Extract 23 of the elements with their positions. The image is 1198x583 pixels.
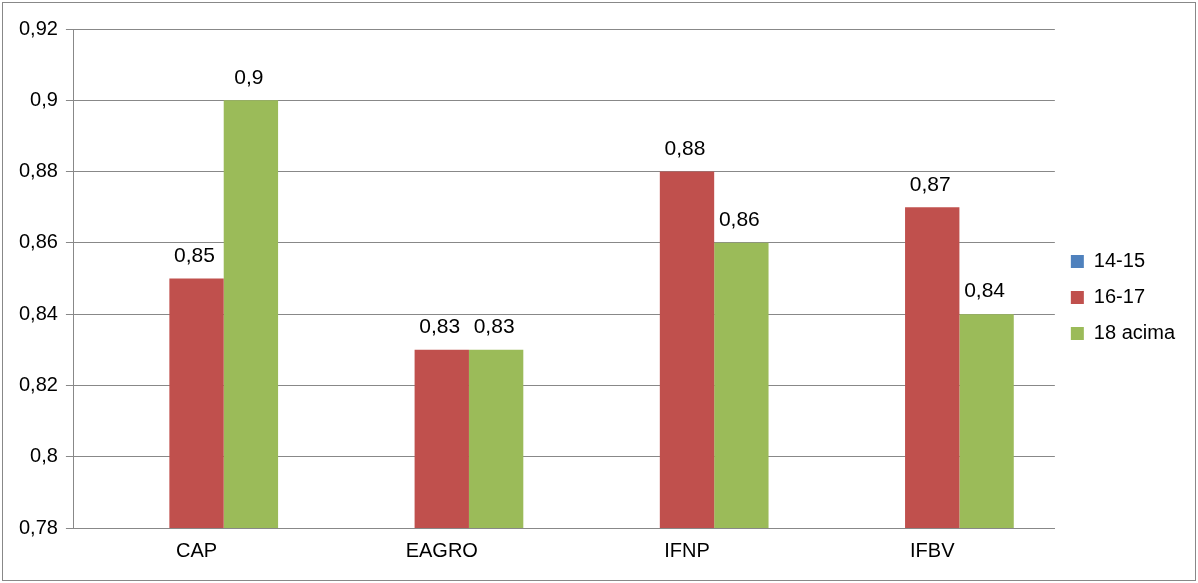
legend-label: 18 acima bbox=[1093, 321, 1176, 344]
y-tick-label: 0,92 bbox=[18, 16, 58, 39]
data-label: 0,84 bbox=[964, 278, 1006, 302]
y-tick-label: 0,78 bbox=[18, 515, 58, 538]
legend-label: 14-15 bbox=[1093, 249, 1145, 272]
data-label: 0,86 bbox=[718, 207, 760, 231]
data-label: 0,9 bbox=[234, 64, 264, 88]
data-label: 0,87 bbox=[909, 171, 951, 195]
data-label: 0,83 bbox=[473, 314, 515, 338]
y-tick-label: 0,82 bbox=[18, 372, 58, 395]
y-tick-label: 0,9 bbox=[30, 87, 58, 110]
y-tick-label: 0,88 bbox=[18, 159, 58, 182]
y-tick-label: 0,8 bbox=[30, 444, 58, 467]
data-label: 0,88 bbox=[664, 135, 706, 159]
legend-label: 16-17 bbox=[1093, 285, 1145, 308]
y-tick-label: 0,84 bbox=[18, 301, 58, 324]
x-tick-label: IFNP bbox=[664, 538, 710, 561]
x-tick-label: CAP bbox=[175, 538, 218, 561]
data-label: 0,85 bbox=[174, 242, 215, 266]
x-tick-label: EAGRO bbox=[405, 538, 478, 561]
x-tick-label: IFBV bbox=[910, 538, 956, 561]
y-tick-label: 0,86 bbox=[18, 230, 58, 253]
data-label: 0,83 bbox=[419, 314, 461, 338]
